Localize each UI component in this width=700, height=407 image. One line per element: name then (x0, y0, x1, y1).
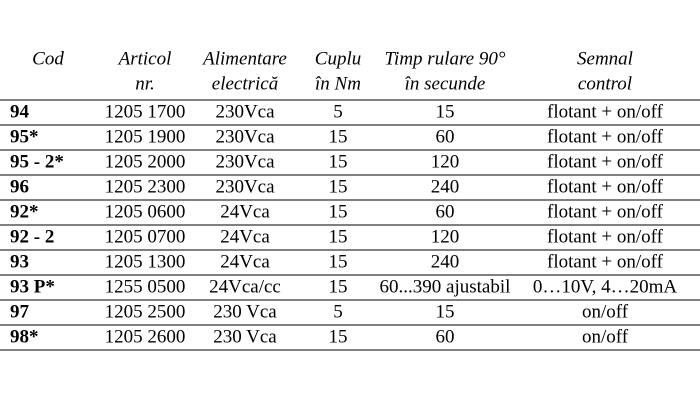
cell: 1205 2600 (105, 326, 186, 347)
cell-code: 92 - 2 (10, 226, 54, 247)
header-cell: electrică (212, 73, 278, 94)
cell: 1205 1300 (105, 251, 186, 272)
header-cell: în secunde (405, 73, 486, 94)
cell-code: 93 P* (10, 276, 55, 297)
cell: 230Vca (215, 151, 275, 172)
header-cell: în Nm (315, 73, 361, 94)
cell-code: 97 (10, 301, 30, 322)
cell: 120 (431, 151, 460, 172)
cell-code: 95 - 2* (10, 151, 64, 172)
cell: 1205 0700 (105, 226, 186, 247)
cell: flotant + on/off (547, 251, 664, 272)
cell: 1205 2000 (105, 151, 186, 172)
cell: 240 (431, 176, 460, 197)
cell: 60...390 ajustabil (380, 276, 511, 297)
cell: 60 (436, 126, 455, 147)
header-cell: Articol (117, 48, 172, 69)
cell: 15 (329, 276, 348, 297)
cell: 230Vca (215, 176, 275, 197)
cell-code: 93 (10, 251, 29, 272)
cell: 1205 2300 (105, 176, 186, 197)
cell: 230Vca (215, 101, 275, 122)
header-cell: Timp rulare 90° (385, 48, 506, 69)
header-cell: Cuplu (315, 48, 361, 69)
cell: 5 (333, 301, 343, 322)
header-cell: Cod (32, 48, 64, 69)
cell-code: 96 (10, 176, 29, 197)
cell: 15 (329, 326, 348, 347)
cell-code: 94 (10, 101, 30, 122)
cell: 230 Vca (213, 301, 277, 322)
cell: 24Vca (220, 201, 270, 222)
cell: 1205 1700 (105, 101, 186, 122)
cell: 15 (329, 126, 348, 147)
cell: 24Vca (220, 251, 270, 272)
cell: 15 (329, 201, 348, 222)
cell: flotant + on/off (547, 176, 664, 197)
cell: 60 (436, 326, 455, 347)
cell: flotant + on/off (547, 101, 664, 122)
cell: 15 (329, 251, 348, 272)
cell: 120 (431, 226, 460, 247)
cell: 15 (329, 176, 348, 197)
cell: 230Vca (215, 126, 275, 147)
cell: on/off (582, 301, 629, 322)
cell: 5 (333, 101, 343, 122)
cell: 1205 2500 (105, 301, 186, 322)
cell-code: 95* (10, 126, 39, 147)
header-cell: Semnal (577, 48, 633, 69)
cell: 240 (431, 251, 460, 272)
cell: 15 (436, 301, 455, 322)
header-cell: control (578, 73, 632, 94)
cell: 1255 0500 (105, 276, 186, 297)
header-cell: Alimentare (201, 48, 287, 69)
cell: 24Vca/cc (209, 276, 281, 297)
cell: 0…10V, 4…20mA (533, 276, 678, 297)
cell: 60 (436, 201, 455, 222)
cell-code: 98* (10, 326, 39, 347)
cell: 15 (329, 226, 348, 247)
cell: flotant + on/off (547, 226, 664, 247)
header-cell: nr. (135, 73, 155, 94)
cell: 1205 0600 (105, 201, 186, 222)
cell: 1205 1900 (105, 126, 186, 147)
cell: on/off (582, 326, 629, 347)
cell: 15 (436, 101, 455, 122)
cell: flotant + on/off (547, 151, 664, 172)
cell: 15 (329, 151, 348, 172)
cell: flotant + on/off (547, 201, 664, 222)
cell: 230 Vca (213, 326, 277, 347)
cell: 24Vca (220, 226, 270, 247)
cell: flotant + on/off (547, 126, 664, 147)
cell-code: 92* (10, 201, 39, 222)
